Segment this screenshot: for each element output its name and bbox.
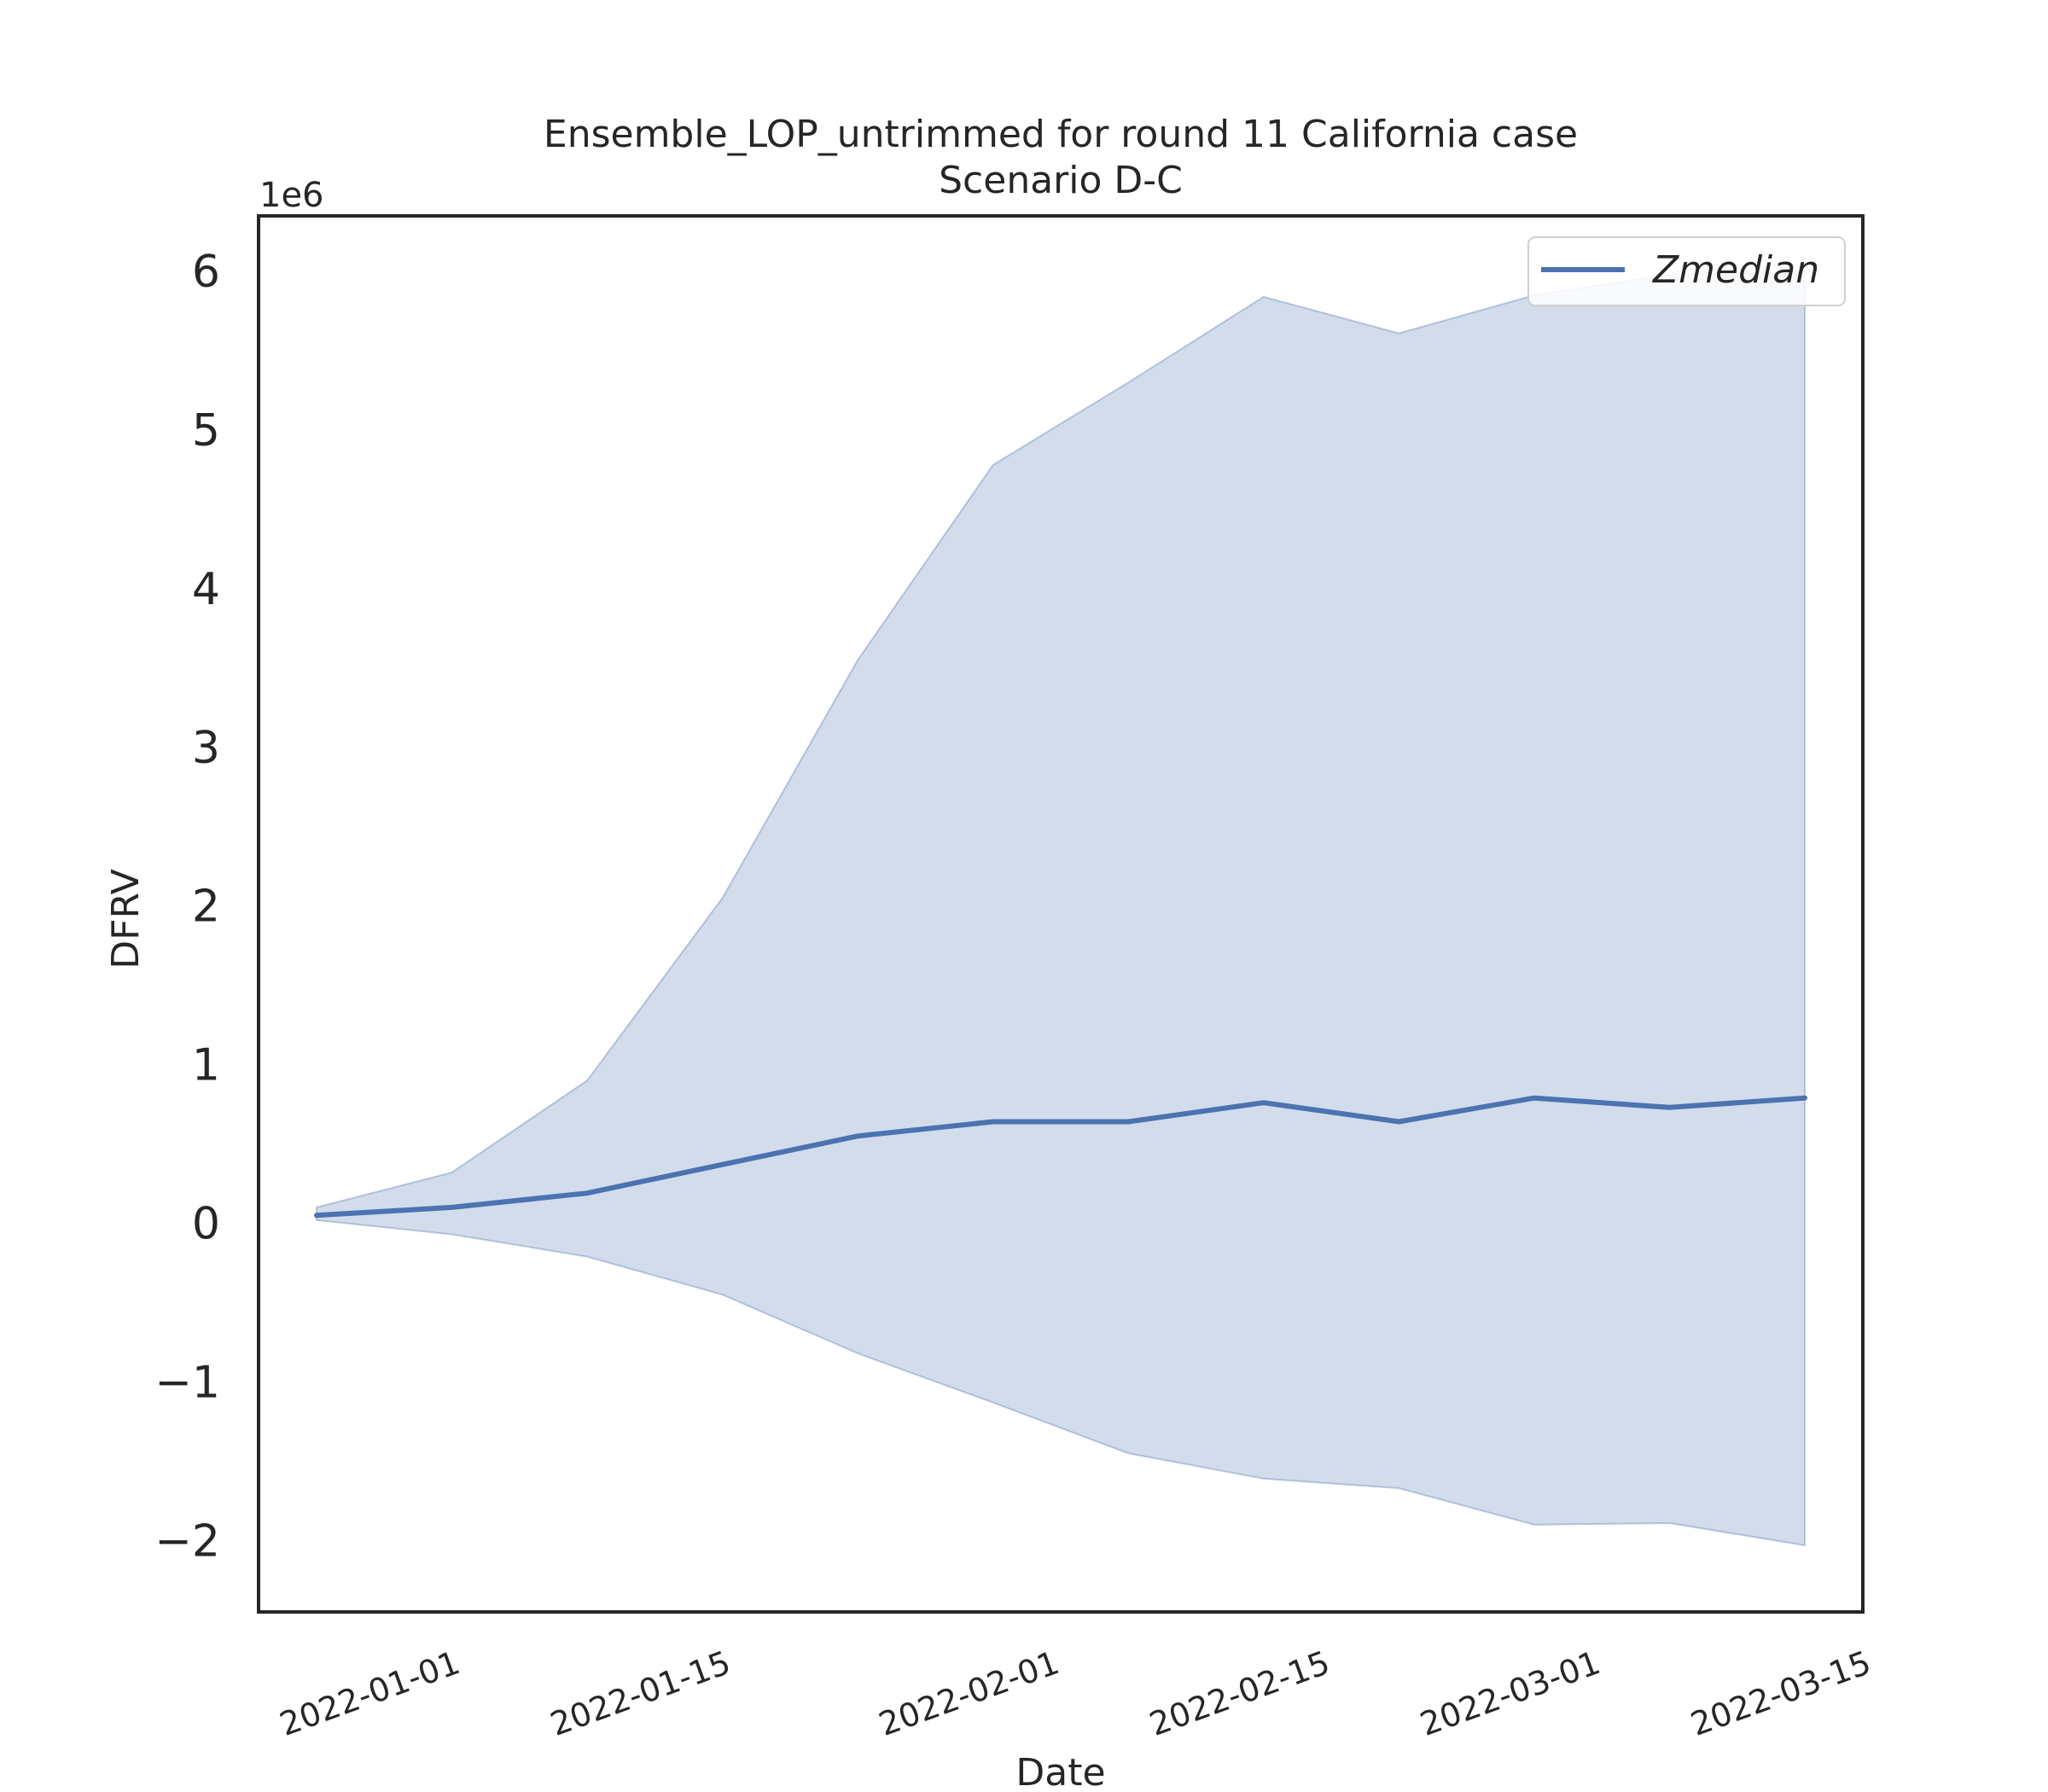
- data-point: [450, 1205, 454, 1210]
- series-line-zmedian: [314, 1095, 1807, 1219]
- data-point: [1802, 1096, 1807, 1101]
- chart-subtitle: Scenario D-C: [939, 159, 1183, 202]
- data-point: [1532, 1096, 1537, 1101]
- y-tick-label: 1: [192, 1040, 220, 1091]
- data-point: [991, 1120, 996, 1124]
- y-tick-label: −2: [154, 1516, 220, 1567]
- y-tick-label: 6: [192, 247, 220, 298]
- y-tick-label: 5: [192, 405, 220, 457]
- data-point: [314, 1213, 319, 1218]
- chart-title: Ensemble_LOP_untrimmed for round 11 Cali…: [544, 113, 1578, 156]
- uncertainty-band: [316, 271, 1806, 1547]
- y-tick-label: −1: [154, 1357, 220, 1408]
- legend: Zmedian: [1527, 236, 1846, 306]
- legend-label-zmedian: Zmedian: [1652, 248, 1819, 292]
- data-point: [1396, 1120, 1401, 1124]
- plot-frame: [257, 214, 1865, 1614]
- y-tick-label: 2: [192, 881, 220, 933]
- y-tick-label: 0: [192, 1199, 220, 1250]
- y-axis-ticks: −2 −1 0 1 2 3 4 5 6: [154, 247, 220, 1567]
- data-point: [1126, 1120, 1131, 1124]
- legend-box: [1527, 236, 1846, 306]
- data-point: [855, 1133, 860, 1138]
- data-point: [585, 1190, 590, 1196]
- y-tick-label: 3: [192, 723, 220, 774]
- data-point: [1261, 1100, 1266, 1105]
- data-point: [720, 1162, 725, 1167]
- y-offset-label: 1e6: [259, 176, 324, 215]
- y-tick-label: 4: [192, 564, 220, 615]
- x-axis-label: Date: [1015, 1751, 1105, 1792]
- y-axis-label: DFRV: [104, 869, 148, 969]
- data-point: [1667, 1105, 1672, 1110]
- plot-area: [314, 271, 1807, 1547]
